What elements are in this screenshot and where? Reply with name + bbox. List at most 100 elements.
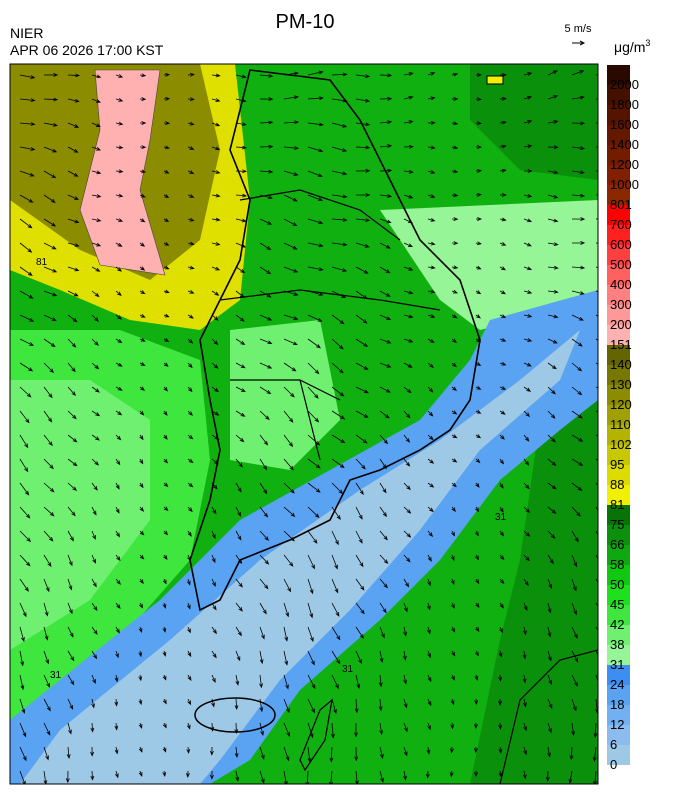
wind-arrow <box>114 746 119 755</box>
wind-arrow <box>451 506 456 513</box>
wind-arrow <box>547 386 556 395</box>
wind-arrow <box>331 290 347 299</box>
colorbar-label: 400 <box>610 277 632 292</box>
wind-arrow <box>403 169 414 174</box>
wind-arrow <box>139 97 147 102</box>
colorbar-box <box>607 465 630 485</box>
wind-arrow <box>547 242 559 246</box>
colorbar-box <box>607 525 630 545</box>
wind-arrow <box>451 217 459 221</box>
wind-arrow <box>571 674 578 687</box>
wind-arrow <box>187 146 195 150</box>
wind-arrow <box>163 482 169 488</box>
coastline <box>189 69 481 612</box>
wind-arrow <box>331 146 348 152</box>
wind-arrow <box>475 578 480 585</box>
wind-arrow <box>235 122 247 127</box>
wind-arrow <box>523 386 532 392</box>
wind-arrow <box>403 482 411 491</box>
wind-arrow <box>379 386 391 393</box>
wind-arrow <box>499 386 507 390</box>
wind-arrow <box>499 242 507 246</box>
wind-arrow <box>67 98 80 103</box>
wind-arrow <box>475 554 479 561</box>
wind-arrow <box>427 338 435 343</box>
wind-arrow <box>235 410 246 417</box>
wind-arrow <box>90 722 95 733</box>
wind-arrow <box>475 290 482 295</box>
wind-arrow <box>547 434 556 443</box>
wind-arrow <box>91 602 98 612</box>
wind-arrow <box>259 458 268 471</box>
wind-arrow <box>379 578 388 589</box>
wind-arrow <box>355 626 364 640</box>
colorbar-box <box>607 625 630 645</box>
wind-arrow <box>19 578 29 592</box>
wind-arrow <box>19 386 32 398</box>
wind-arrow <box>475 168 483 173</box>
colorbar-label: 130 <box>610 377 632 392</box>
wind-arrow <box>187 290 195 294</box>
wind-arrow <box>115 434 122 441</box>
wind-arrow <box>259 97 274 101</box>
wind-arrow <box>498 746 503 754</box>
wind-arrow <box>163 410 168 416</box>
wind-arrow <box>378 698 383 712</box>
wind-arrow <box>522 650 527 660</box>
wind-arrow <box>139 145 147 150</box>
wind-arrow <box>547 674 553 686</box>
wind-arrow <box>403 386 412 394</box>
wind-arrow <box>43 722 51 736</box>
wind-arrow <box>355 458 366 470</box>
wind-arrow <box>209 746 214 756</box>
colorbar-box <box>607 485 630 505</box>
wind-arrow <box>499 506 504 513</box>
wind-arrow <box>67 458 78 467</box>
wind-arrow <box>259 338 273 345</box>
wind-arrow <box>162 650 167 657</box>
wind-arrow <box>547 722 552 734</box>
wind-arrow <box>547 746 551 758</box>
wind-arrow <box>547 314 559 319</box>
wind-arrow <box>67 242 80 247</box>
wind-arrow <box>523 169 533 173</box>
wind-arrow <box>138 674 143 682</box>
wind-arrow <box>427 218 436 222</box>
wind-arrow <box>67 626 74 638</box>
contour-label: 31 <box>50 670 62 681</box>
wind-arrow <box>162 626 167 633</box>
wind-arrow <box>449 770 454 778</box>
wind-arrow <box>523 362 532 367</box>
wind-arrow <box>547 170 559 175</box>
wind-arrow <box>211 290 220 296</box>
colorbar-label: 151 <box>610 337 632 352</box>
wind-arrow <box>19 770 26 784</box>
wind-arrow <box>43 554 52 568</box>
wind-arrow <box>307 386 319 399</box>
wind-arrow <box>163 169 170 174</box>
wind-arrow <box>67 698 74 710</box>
colorbar-box <box>607 645 630 665</box>
wind-arrow <box>259 144 274 149</box>
wind-arrow <box>595 626 598 631</box>
wind-arrow <box>474 770 478 778</box>
wind-arrow <box>427 650 431 659</box>
wind-arrow <box>115 554 121 562</box>
wind-arrow <box>402 650 407 661</box>
wind-arrow <box>259 386 272 395</box>
wind-arrow <box>571 626 578 639</box>
wind-arrow <box>209 770 214 780</box>
wind-arrow <box>331 482 344 495</box>
wind-arrow <box>379 650 384 664</box>
wind-arrow <box>19 554 31 567</box>
wind-arrow <box>427 120 436 125</box>
wind-arrow <box>162 578 167 585</box>
colorbar-label: 12 <box>610 717 624 732</box>
wind-arrow <box>523 578 529 587</box>
wind-arrow <box>139 362 146 366</box>
wind-arrow <box>19 98 36 103</box>
wind-arrow <box>67 530 74 542</box>
wind-arrow <box>139 313 146 318</box>
wind-arrow <box>547 602 552 614</box>
wind-arrow <box>523 72 533 76</box>
